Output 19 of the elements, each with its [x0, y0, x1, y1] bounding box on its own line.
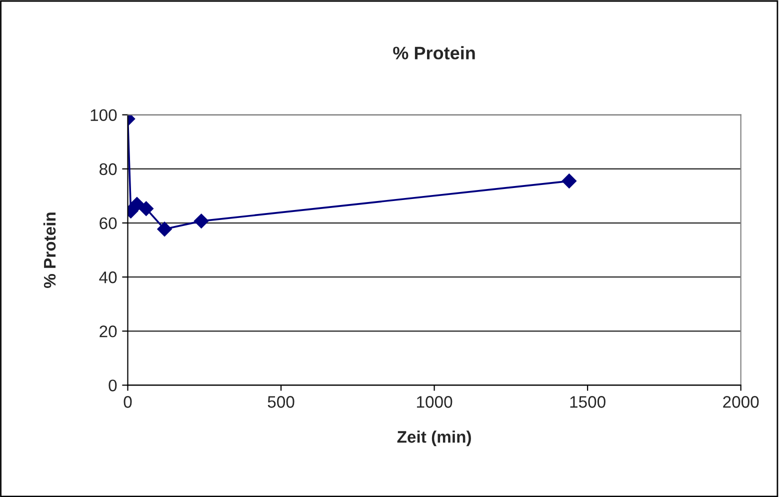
point: [562, 174, 577, 188]
y-tick-label: 80: [100, 163, 117, 176]
y-axis-title: % Protein: [43, 212, 56, 288]
x-axis-title: Zeit (min): [397, 430, 471, 446]
x-tick-label: 0: [124, 396, 132, 408]
point: [138, 201, 154, 216]
point: [194, 214, 209, 228]
y-tick-label: 60: [100, 217, 117, 230]
x-tick-label: 500: [268, 396, 294, 408]
y-tick-label: 100: [90, 109, 117, 122]
x-tick-label: 1000: [417, 396, 452, 408]
point: [157, 222, 172, 237]
x-tick-label: 2000: [723, 396, 759, 408]
chart-title: % Protein: [393, 46, 475, 60]
point: [130, 196, 144, 212]
y-tick-label: 20: [100, 326, 117, 338]
x-tick-label: 1500: [570, 396, 606, 408]
y-tick-label: 0: [108, 380, 117, 392]
y-tick-label: 40: [99, 271, 117, 284]
